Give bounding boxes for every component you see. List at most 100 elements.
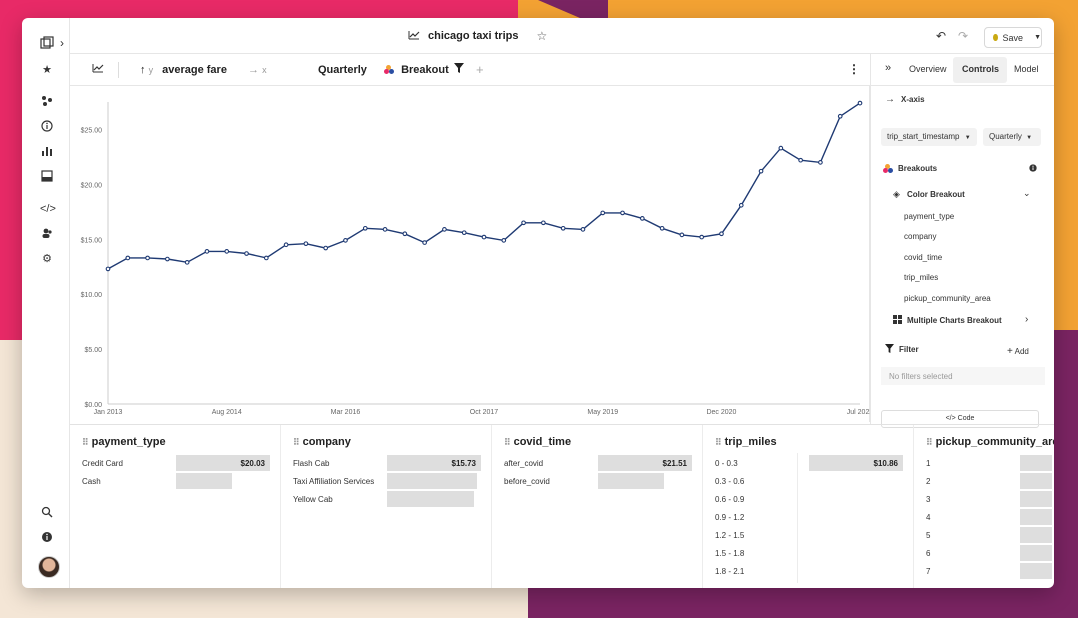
breakdown-row-label[interactable]: 5: [926, 531, 931, 540]
breakdown-row-label[interactable]: 4: [926, 513, 931, 522]
breakdown-bar[interactable]: [1020, 527, 1052, 543]
info-icon[interactable]: [40, 531, 54, 545]
info-circle-icon[interactable]: [40, 120, 54, 134]
breakdown-bar[interactable]: [176, 473, 233, 489]
tab-model[interactable]: Model: [1014, 64, 1039, 74]
breakdown-bar[interactable]: [1020, 473, 1052, 489]
xaxis-granularity-select[interactable]: Quarterly ▼: [983, 128, 1041, 146]
breakdown-title-text: covid_time: [513, 436, 572, 448]
chart-type-icon[interactable]: [92, 63, 104, 76]
x-axis-selector[interactable]: → x: [248, 64, 267, 76]
breakouts-title: Breakouts: [898, 164, 938, 173]
breakout-selector[interactable]: Breakout: [384, 64, 449, 76]
breakdown-row-label[interactable]: Cash: [82, 477, 101, 486]
breakdown-row-label[interactable]: Credit Card: [82, 459, 123, 468]
no-filters-text: No filters selected: [889, 372, 953, 381]
breakdown-bar[interactable]: [598, 473, 664, 489]
breakdown-row-label[interactable]: 0.6 - 0.9: [715, 495, 745, 504]
layers-icon[interactable]: [40, 36, 54, 50]
multiple-charts-breakout[interactable]: Multiple Charts Breakout: [907, 316, 1002, 325]
breakdown-bar[interactable]: [387, 491, 475, 507]
avatar[interactable]: [38, 556, 60, 578]
y-axis-selector[interactable]: ↑ y average fare: [140, 64, 227, 76]
line-chart-icon: [408, 30, 420, 43]
chevron-right-icon[interactable]: ›: [1025, 314, 1029, 325]
chevron-right-icon[interactable]: ›: [60, 36, 64, 50]
breakdown-row-label[interactable]: Flash Cab: [293, 459, 330, 468]
breakdown-bar[interactable]: [176, 455, 270, 471]
panel-icon[interactable]: [40, 170, 54, 184]
users-icon[interactable]: [40, 227, 54, 241]
x-tick-label: Dec 2020: [706, 409, 736, 416]
add-filter-button[interactable]: +: [476, 62, 484, 77]
filter-icon[interactable]: [454, 63, 464, 76]
breakdown-row-label[interactable]: 0 - 0.3: [715, 459, 738, 468]
breakdown-row-label[interactable]: 1.8 - 2.1: [715, 567, 745, 576]
breakout-field-payment-type[interactable]: payment_type: [904, 212, 955, 221]
data-point: [244, 251, 249, 256]
bar-chart-icon[interactable]: [40, 145, 54, 159]
breakdown-bar[interactable]: [387, 455, 481, 471]
xaxis-field-select[interactable]: trip_start_timestamp ▼: [881, 128, 977, 146]
breakdown-row-label[interactable]: 0.9 - 1.2: [715, 513, 745, 522]
breakdown-row-label[interactable]: 1: [926, 459, 931, 468]
save-button[interactable]: Save ▼: [984, 27, 1042, 48]
breakdown-bar[interactable]: [1020, 509, 1052, 525]
redo-icon[interactable]: ↷: [958, 29, 969, 43]
add-filter-link[interactable]: + Add: [1007, 346, 1029, 357]
code-icon[interactable]: </>: [40, 203, 56, 215]
search-icon[interactable]: [40, 506, 54, 520]
gear-icon[interactable]: ⚙: [42, 253, 52, 265]
drag-handle-icon[interactable]: ⠿: [504, 437, 511, 447]
breakdown-title[interactable]: ⠿ trip_miles: [715, 436, 777, 448]
breakdown-row-label[interactable]: 6: [926, 549, 931, 558]
breakdown-row-label[interactable]: 0.3 - 0.6: [715, 477, 745, 486]
undo-icon[interactable]: ↶: [936, 29, 947, 43]
breakdown-row-label[interactable]: before_covid: [504, 477, 550, 486]
breakdown-title[interactable]: ⠿ payment_type: [82, 436, 166, 448]
breakdown-bar[interactable]: [387, 473, 478, 489]
breakdown-row-label[interactable]: 3: [926, 495, 931, 504]
breakdown-row-label[interactable]: 1.5 - 1.8: [715, 549, 745, 558]
color-breakout-label[interactable]: Color Breakout: [907, 190, 965, 199]
sidebar: › ★ </> ⚙: [22, 18, 70, 588]
breakout-field-company[interactable]: company: [904, 232, 937, 241]
breakout-field-trip-miles[interactable]: trip_miles: [904, 273, 939, 282]
info-icon[interactable]: [1029, 164, 1037, 174]
breakout-field-pickup-area[interactable]: pickup_community_area: [904, 294, 991, 303]
code-button[interactable]: </> Code: [881, 410, 1039, 428]
cluster-icon[interactable]: [40, 95, 54, 109]
breakout-field-covid-time[interactable]: covid_time: [904, 253, 943, 262]
star-outline-icon[interactable]: ☆: [536, 29, 548, 43]
more-menu-icon[interactable]: ⋮: [848, 62, 860, 76]
breakdown-bar[interactable]: [1020, 563, 1052, 579]
breakdown-title[interactable]: ⠿ company: [293, 436, 351, 448]
breakdown-title[interactable]: ⠿ covid_time: [504, 436, 571, 448]
breakdown-title[interactable]: ⠿ pickup_community_area: [926, 436, 1054, 448]
data-point: [125, 255, 131, 261]
breakdown-bar[interactable]: [1020, 455, 1052, 471]
breakdown-bar[interactable]: [598, 455, 692, 471]
tab-controls[interactable]: Controls: [962, 64, 999, 74]
breakdown-row-label[interactable]: Yellow Cab: [293, 495, 333, 504]
breakdown-bar[interactable]: [1020, 545, 1052, 561]
drag-handle-icon[interactable]: ⠿: [82, 437, 89, 447]
drag-handle-icon[interactable]: ⠿: [715, 437, 722, 447]
drag-handle-icon[interactable]: ⠿: [293, 437, 300, 447]
breakdown-row-label[interactable]: after_covid: [504, 459, 544, 468]
breakdown-row-label[interactable]: 2: [926, 477, 931, 486]
breakdown-bar[interactable]: [1020, 491, 1052, 507]
star-icon[interactable]: ★: [42, 64, 52, 76]
data-point: [521, 220, 526, 226]
data-point: [837, 113, 843, 119]
data-point: [165, 256, 170, 262]
drag-handle-icon[interactable]: ⠿: [926, 437, 933, 447]
breakdown-bar[interactable]: [809, 455, 903, 471]
breakdown-row-label[interactable]: Taxi Affiliation Services: [293, 477, 375, 486]
breakdown-row-label[interactable]: 1.2 - 1.5: [715, 531, 745, 540]
chevron-down-icon[interactable]: ⌄: [1023, 188, 1031, 198]
tab-overview[interactable]: Overview: [909, 64, 947, 74]
granularity-selector[interactable]: Quarterly: [318, 64, 367, 76]
collapse-panel-icon[interactable]: »: [885, 62, 892, 74]
breakdown-row-label[interactable]: 7: [926, 567, 931, 576]
